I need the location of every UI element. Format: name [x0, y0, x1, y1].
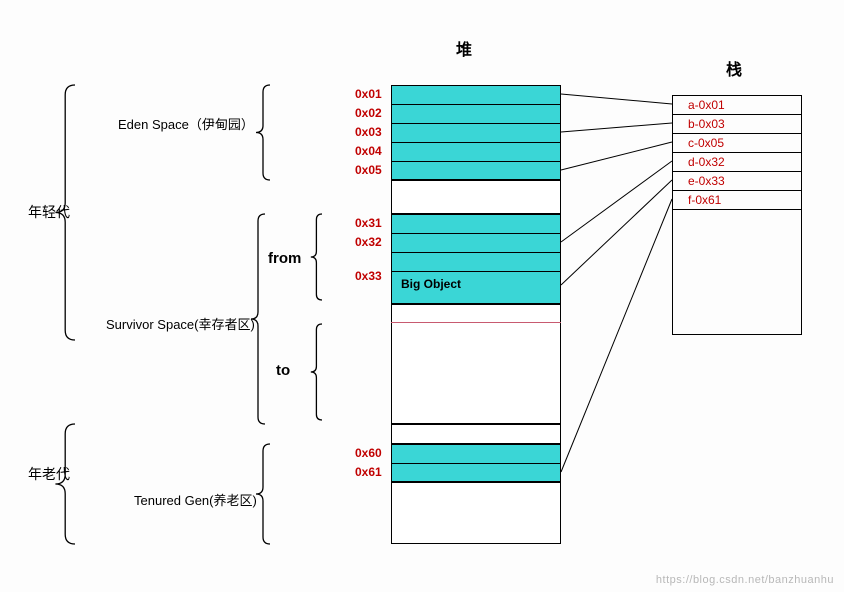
to-label: to	[276, 362, 290, 379]
heap-row	[391, 123, 561, 124]
heap-address: 0x61	[355, 465, 382, 479]
heap-address: 0x05	[355, 163, 382, 177]
heap-row	[391, 142, 561, 143]
to-midline	[391, 322, 561, 323]
stack-row	[672, 209, 802, 210]
watermark: https://blog.csdn.net/banzhuanhu	[656, 574, 834, 586]
heap-block	[391, 482, 561, 544]
heap-row	[391, 233, 561, 234]
heap-row	[391, 252, 561, 253]
heap-address: 0x04	[355, 144, 382, 158]
heap-row	[391, 271, 561, 272]
old-gen-label: 年老代	[28, 464, 70, 484]
stack-title: 栈	[726, 56, 742, 80]
stack-row	[672, 190, 802, 191]
heap-row	[391, 104, 561, 105]
heap-address: 0x33	[355, 269, 382, 283]
stack-row	[672, 133, 802, 134]
stack-cell-label: d-0x32	[688, 155, 725, 169]
heap-address: 0x03	[355, 125, 382, 139]
tenured-label: Tenured Gen(养老区)	[134, 490, 257, 509]
heap-block	[391, 180, 561, 214]
stack-row	[672, 171, 802, 172]
from-label: from	[268, 250, 301, 267]
stack-box	[672, 95, 802, 335]
stack-cell-label: c-0x05	[688, 136, 724, 150]
stack-cell-label: b-0x03	[688, 117, 725, 131]
heap-block	[391, 424, 561, 444]
heap-row	[391, 161, 561, 162]
young-gen-label: 年轻代	[28, 202, 70, 222]
heap-title: 堆	[456, 36, 472, 60]
heap-address: 0x01	[355, 87, 382, 101]
stack-row	[672, 114, 802, 115]
stack-cell-label: a-0x01	[688, 98, 725, 112]
heap-block	[391, 85, 561, 180]
heap-address: 0x32	[355, 235, 382, 249]
stack-cell-label: e-0x33	[688, 174, 725, 188]
big-object-label: Big Object	[401, 277, 461, 291]
heap-address: 0x60	[355, 446, 382, 460]
heap-address: 0x31	[355, 216, 382, 230]
eden-label: Eden Space（伊甸园）	[118, 114, 254, 133]
survivor-label: Survivor Space(幸存者区)	[106, 314, 255, 333]
heap-row	[391, 463, 561, 464]
stack-cell-label: f-0x61	[688, 193, 721, 207]
heap-address: 0x02	[355, 106, 382, 120]
stack-row	[672, 152, 802, 153]
